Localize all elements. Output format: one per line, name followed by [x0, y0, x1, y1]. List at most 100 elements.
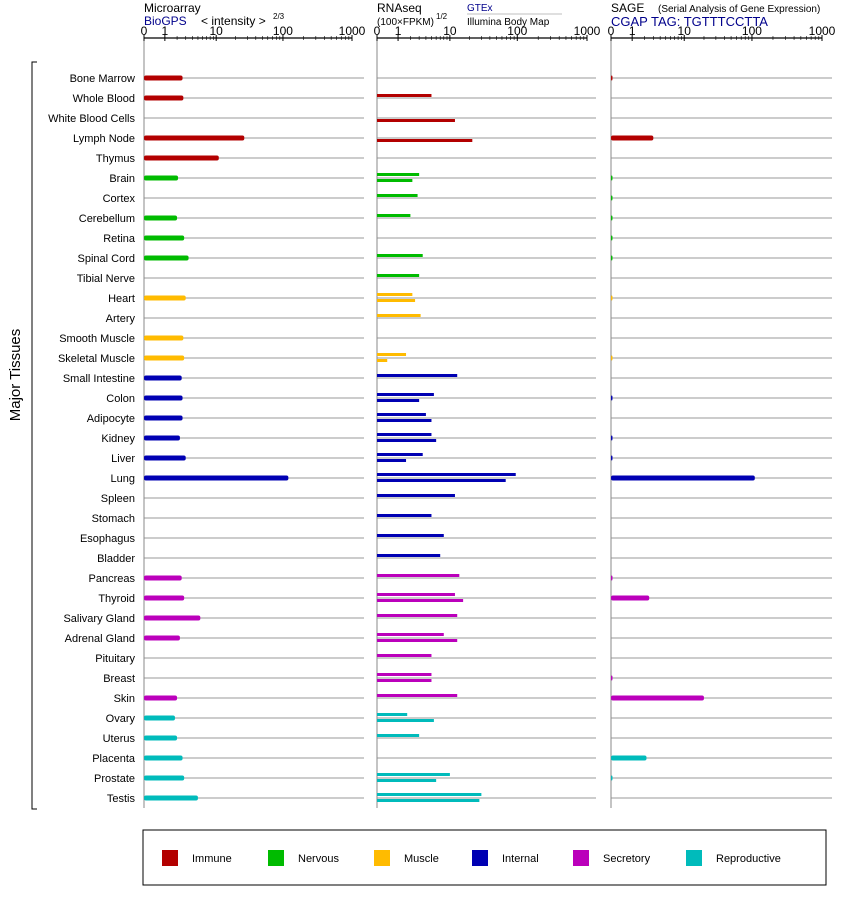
microarray-bar: [144, 435, 180, 441]
gtex-bar: [377, 713, 408, 716]
tick-label: 0: [374, 24, 381, 38]
microarray-bar: [144, 755, 183, 761]
sage-subtitle: (Serial Analysis of Gene Expression): [658, 4, 820, 15]
tissue-label: Uterus: [103, 733, 136, 745]
microarray-bar: [144, 575, 182, 581]
tissue-label: Pituitary: [95, 653, 135, 665]
tissue-label: Artery: [106, 313, 136, 325]
gtex-bar: [377, 433, 432, 436]
sage-bar: [611, 135, 654, 141]
microarray-bar: [144, 95, 184, 101]
microarray-bar: [144, 795, 198, 801]
gtex-bar: [377, 413, 426, 416]
sage-bar: [611, 175, 613, 181]
legend-label: Reproductive: [716, 853, 781, 865]
tissue-bracket: [31, 61, 37, 810]
microarray-title: Microarray: [144, 1, 201, 15]
legend-label: Nervous: [298, 853, 339, 865]
sage-bar: [611, 775, 613, 781]
illumina-bar: [377, 139, 473, 142]
gtex-bar: [377, 734, 420, 737]
tissue-label: Lymph Node: [73, 133, 135, 145]
gtex-bar: [377, 194, 418, 197]
microarray-bar: [144, 155, 219, 161]
tissue-label: Esophagus: [80, 533, 136, 545]
illumina-bar: [377, 459, 407, 462]
gtex-bar: [377, 473, 516, 476]
tissue-label: Bone Marrow: [70, 73, 135, 85]
tissue-label: Thyroid: [98, 593, 135, 605]
illumina-bar: [377, 479, 506, 482]
gtex-bar: [377, 554, 441, 557]
gtex-bar: [377, 593, 455, 596]
biogps-source: BioGPS: [144, 14, 187, 28]
microarray-bar: [144, 355, 185, 361]
tissue-label: Pancreas: [89, 573, 136, 585]
tissue-label: White Blood Cells: [48, 113, 135, 125]
microarray-bar: [144, 215, 178, 221]
tissue-label: Thymus: [96, 153, 136, 165]
sage-bar: [611, 455, 613, 461]
illumina-bar: [377, 679, 432, 682]
tissue-label: Retina: [103, 233, 136, 245]
microarray-bar: [144, 255, 189, 261]
sage-bar: [611, 575, 613, 581]
gtex-bar: [377, 694, 458, 697]
tissue-label: Ovary: [106, 713, 136, 725]
gtex-bar: [377, 534, 444, 537]
microarray-bar: [144, 75, 183, 81]
gtex-bar: [377, 94, 432, 97]
legend-swatch: [686, 850, 702, 866]
tick-label: 1: [395, 24, 402, 38]
sage-bar: [611, 695, 704, 701]
sage-bar: [611, 475, 755, 481]
tick-label: 100: [507, 24, 527, 38]
tissue-label: Small Intestine: [63, 373, 135, 385]
gtex-bar: [377, 173, 420, 176]
tissue-label: Liver: [111, 453, 135, 465]
cgap-tag: CGAP TAG: TGTTTCCTTA: [611, 14, 768, 29]
sage-bar: [611, 595, 650, 601]
gtex-bar: [377, 633, 444, 636]
intensity-scale: < intensity >: [201, 14, 266, 28]
microarray-bar: [144, 695, 178, 701]
illumina-bar: [377, 799, 480, 802]
illumina-bar: [377, 359, 388, 362]
tissue-label: Skeletal Muscle: [58, 353, 135, 365]
tick-label: 0: [608, 24, 615, 38]
tick-label: 100: [742, 24, 762, 38]
microarray-bar: [144, 715, 175, 721]
tissue-label: Cortex: [103, 193, 136, 205]
illumina-bar: [377, 439, 437, 442]
sage-bar: [611, 435, 613, 441]
tissue-label: Brain: [109, 173, 135, 185]
microarray-bar: [144, 375, 182, 381]
tissue-label: Cerebellum: [79, 213, 135, 225]
gtex-bar: [377, 374, 458, 377]
microarray-bar: [144, 135, 245, 141]
tissue-label: Tibial Nerve: [77, 273, 135, 285]
tissue-label: Heart: [108, 293, 135, 305]
tissue-label: Spleen: [101, 493, 135, 505]
gtex-bar: [377, 274, 420, 277]
gtex-bar: [377, 314, 421, 317]
gtex-bar: [377, 293, 413, 296]
tissue-label: Adrenal Gland: [65, 633, 135, 645]
tissue-label: Placenta: [92, 753, 136, 765]
tick-label: 0: [141, 24, 148, 38]
microarray-bar: [144, 615, 201, 621]
microarray-bar: [144, 295, 186, 301]
tick-label: 1000: [574, 24, 601, 38]
legend-label: Muscle: [404, 853, 439, 865]
legend-label: Secretory: [603, 853, 651, 865]
illumina-bar: [377, 399, 420, 402]
microarray-bar: [144, 415, 183, 421]
legend-swatch: [268, 850, 284, 866]
tick-label: 1: [629, 24, 636, 38]
gtex-bar: [377, 494, 455, 497]
microarray-bar: [144, 735, 178, 741]
legend-swatch: [573, 850, 589, 866]
illumina-bar: [377, 179, 413, 182]
tissue-label: Salivary Gland: [63, 613, 135, 625]
